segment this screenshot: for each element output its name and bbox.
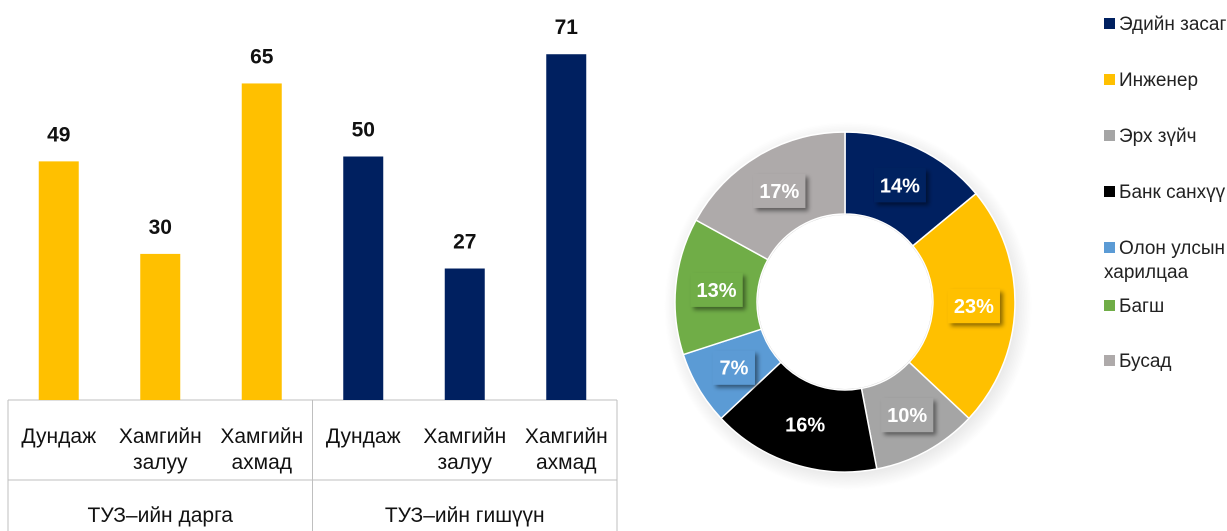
- x-tick-label: Хамгийн залуу: [423, 425, 507, 474]
- bar: [444, 268, 485, 400]
- legend-swatch: [1104, 130, 1115, 141]
- data-label: 30: [149, 216, 172, 239]
- legend-entry: Олон улсын харилцаа: [1104, 237, 1227, 285]
- legend-label: Банк санхүү: [1119, 182, 1226, 203]
- legend-entry: Эрх зүйч: [1104, 125, 1227, 149]
- label-box: [947, 289, 1000, 324]
- data-label: 71: [555, 16, 579, 39]
- label-box: [881, 398, 934, 433]
- group-label: ТУЗ–ийн дарга: [87, 504, 233, 527]
- legend-swatch: [1104, 242, 1115, 253]
- legend-label: Инженер: [1119, 70, 1199, 91]
- bar: [38, 161, 79, 400]
- bar: [343, 156, 384, 400]
- legend-label: Багш: [1119, 296, 1165, 317]
- donut-hole: [758, 215, 932, 389]
- legend-label: Эдийн засагч: [1119, 14, 1227, 35]
- legend-entry: Эдийн засагч: [1104, 13, 1227, 37]
- legend-label: Олон улсын харилцаа: [1104, 238, 1226, 283]
- bar: [140, 253, 181, 400]
- legend-entry: Банк санхүү: [1104, 181, 1227, 205]
- label-box: [690, 272, 743, 307]
- label-box: [712, 350, 755, 385]
- data-label: 49: [47, 123, 70, 146]
- bar: [546, 54, 587, 400]
- legend-entry: Бусад: [1104, 350, 1227, 374]
- legend-entry: Багш: [1104, 295, 1227, 319]
- x-tick-label: Хамгийн ахмад: [220, 425, 304, 474]
- group-label: ТУЗ–ийн гишүүн: [384, 504, 545, 527]
- legend-swatch: [1104, 355, 1115, 366]
- legend-swatch: [1104, 300, 1115, 311]
- data-label: 50: [352, 119, 375, 142]
- legend-entry: Инженер: [1104, 69, 1227, 93]
- legend-swatch: [1104, 18, 1115, 29]
- data-label: 13%: [697, 280, 737, 302]
- legend-label: Бусад: [1119, 351, 1172, 372]
- x-tick-label: Дундаж: [21, 425, 97, 448]
- legend-swatch: [1104, 186, 1115, 197]
- data-label: 65: [250, 45, 274, 68]
- bar: [241, 83, 282, 400]
- x-tick-label: Хамгийн залуу: [118, 425, 202, 474]
- data-label: 17%: [759, 181, 799, 203]
- x-tick-label: Дундаж: [325, 425, 401, 448]
- data-label: 14%: [880, 175, 920, 197]
- data-label: 7%: [720, 358, 749, 380]
- data-label: 27: [453, 231, 476, 254]
- legend-label: Эрх зүйч: [1119, 126, 1197, 147]
- data-label: 10%: [887, 405, 927, 427]
- label-box: [779, 407, 832, 442]
- label-box: [873, 168, 926, 203]
- data-label: 23%: [954, 296, 994, 318]
- data-label: 16%: [785, 415, 825, 437]
- x-tick-label: Хамгийн ахмад: [524, 425, 608, 474]
- label-box: [753, 173, 806, 208]
- legend-swatch: [1104, 74, 1115, 85]
